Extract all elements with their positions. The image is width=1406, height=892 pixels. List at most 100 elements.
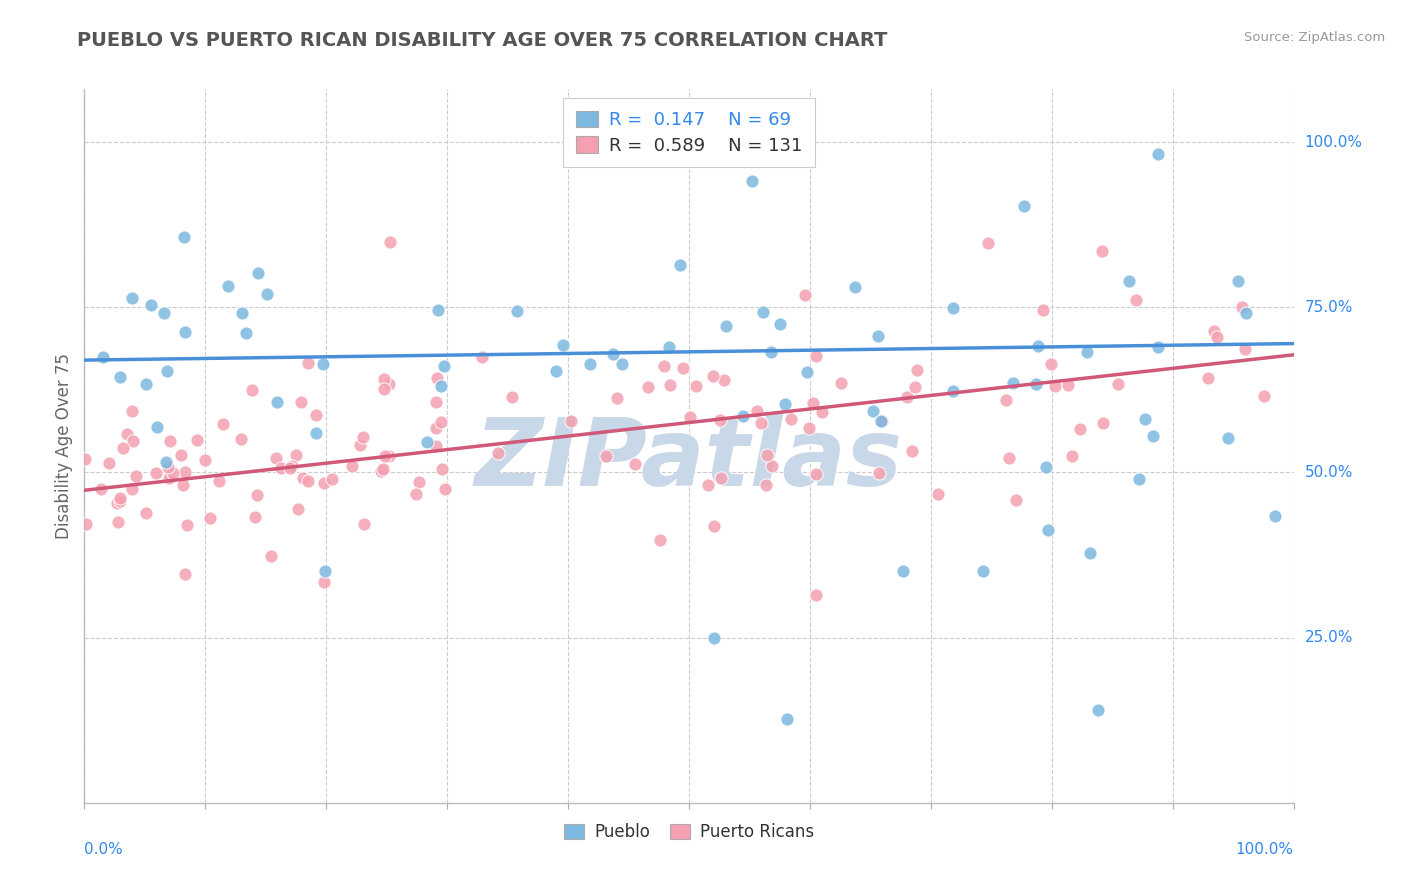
Point: [1232, 300, 1254, 314]
Point: [811, 405, 834, 419]
Point: [342, 459, 364, 474]
Point: [1216, 431, 1239, 445]
Point: [426, 370, 449, 384]
Point: [155, 364, 177, 378]
Point: [1264, 509, 1286, 524]
Point: [430, 462, 453, 476]
Point: [176, 517, 198, 532]
Point: [425, 421, 447, 435]
Point: [904, 380, 927, 394]
Point: [927, 486, 949, 500]
Point: [211, 417, 233, 431]
Point: [121, 403, 143, 417]
Point: [872, 414, 894, 428]
Point: [659, 377, 682, 392]
Point: [135, 506, 157, 520]
Point: [901, 444, 924, 458]
Point: [292, 471, 315, 485]
Point: [775, 712, 797, 726]
Point: [378, 377, 401, 392]
Point: [703, 519, 725, 533]
Point: [1091, 244, 1114, 259]
Point: [780, 411, 803, 425]
Point: [602, 347, 624, 361]
Point: [637, 380, 659, 394]
Point: [429, 415, 451, 429]
Point: [141, 297, 163, 311]
Point: [868, 466, 890, 480]
Point: [193, 453, 215, 467]
Point: [756, 448, 779, 462]
Point: [229, 432, 252, 446]
Point: [703, 631, 725, 645]
Point: [669, 258, 692, 272]
Point: [235, 326, 257, 340]
Point: [97, 456, 120, 470]
Point: [1040, 357, 1063, 371]
Point: [159, 434, 181, 448]
Point: [1125, 293, 1147, 307]
Point: [866, 328, 889, 343]
Point: [749, 416, 772, 430]
Point: [1107, 377, 1129, 392]
Point: [905, 363, 928, 377]
Point: [259, 549, 281, 563]
Text: Source: ZipAtlas.com: Source: ZipAtlas.com: [1244, 31, 1385, 45]
Point: [247, 266, 270, 280]
Point: [1076, 344, 1098, 359]
Point: [290, 394, 312, 409]
Point: [1057, 378, 1080, 392]
Point: [752, 305, 775, 319]
Point: [314, 476, 336, 491]
Point: [370, 464, 392, 478]
Point: [377, 450, 399, 464]
Point: [108, 369, 131, 384]
Point: [256, 287, 278, 301]
Point: [122, 434, 145, 449]
Point: [425, 394, 447, 409]
Point: [433, 359, 456, 374]
Point: [433, 482, 456, 496]
Point: [553, 338, 575, 352]
Text: 75.0%: 75.0%: [1305, 300, 1353, 315]
Text: ZIPatlas: ZIPatlas: [475, 414, 903, 507]
Point: [353, 516, 375, 531]
Point: [90, 483, 112, 497]
Point: [285, 448, 308, 462]
Y-axis label: Disability Age Over 75: Disability Age Over 75: [55, 353, 73, 539]
Point: [830, 376, 852, 390]
Point: [741, 173, 763, 187]
Point: [1146, 340, 1168, 354]
Point: [896, 390, 918, 404]
Point: [266, 394, 288, 409]
Point: [426, 303, 449, 318]
Point: [425, 439, 447, 453]
Point: [174, 325, 197, 339]
Point: [709, 413, 731, 427]
Point: [240, 384, 263, 398]
Point: [713, 373, 735, 387]
Point: [1253, 389, 1275, 403]
Text: 0.0%: 0.0%: [84, 842, 124, 856]
Point: [1147, 146, 1170, 161]
Point: [270, 460, 292, 475]
Point: [153, 306, 176, 320]
Point: [186, 433, 208, 447]
Point: [373, 372, 395, 386]
Point: [747, 404, 769, 418]
Point: [486, 446, 509, 460]
Point: [1060, 449, 1083, 463]
Point: [1118, 274, 1140, 288]
Point: [773, 397, 796, 411]
Point: [266, 450, 288, 465]
Point: [1198, 371, 1220, 385]
Point: [305, 425, 328, 440]
Point: [105, 496, 128, 510]
Point: [761, 458, 783, 473]
Point: [405, 486, 427, 500]
Point: [312, 357, 335, 371]
Point: [373, 382, 395, 396]
Point: [374, 449, 396, 463]
Point: [506, 304, 529, 318]
Point: [844, 280, 866, 294]
